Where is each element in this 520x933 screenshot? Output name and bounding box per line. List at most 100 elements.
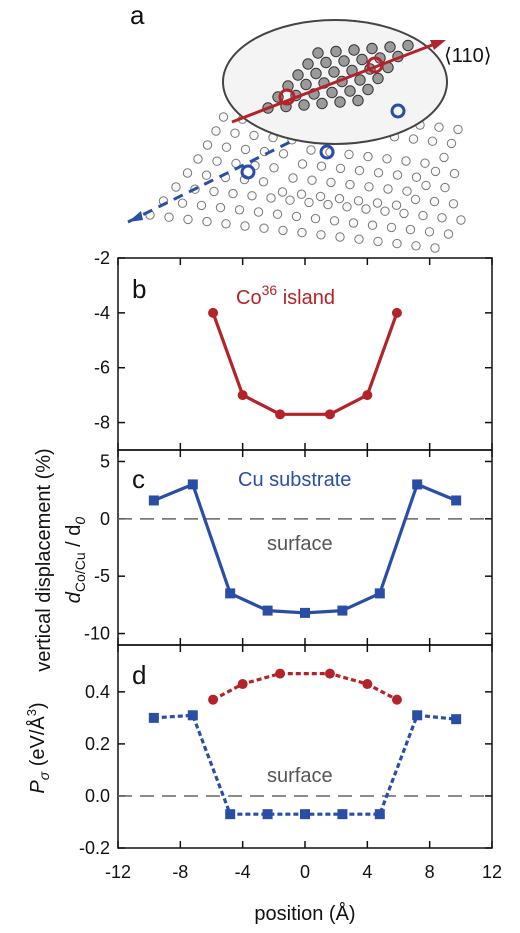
cu-atom — [171, 182, 181, 192]
y-tick-label: -2 — [94, 248, 110, 268]
cu-atom — [230, 128, 240, 138]
data-point — [225, 588, 236, 599]
cu-atom — [269, 163, 279, 173]
cu-atom — [391, 200, 402, 210]
cu-atom — [410, 194, 421, 205]
panel-a-letter: a — [130, 0, 145, 30]
cu-atom — [345, 179, 355, 190]
cu-atom — [202, 140, 213, 150]
y-tick-label: -8 — [94, 413, 110, 433]
cu-atom — [310, 213, 321, 224]
cu-atom — [259, 223, 269, 233]
cu-atom — [364, 182, 374, 192]
cu-atom — [434, 122, 444, 132]
cu-atom — [221, 219, 231, 229]
cu-atom — [401, 156, 411, 166]
x-tick-label: -12 — [105, 862, 131, 882]
cu-atom — [288, 173, 298, 183]
cu-atom — [353, 196, 364, 206]
cu-atom — [278, 149, 289, 159]
cu-atom — [361, 204, 371, 214]
data-point — [237, 679, 248, 690]
cu-atom — [209, 186, 219, 197]
panel-d-y-axis: -0.2 0.0 0.2 0.4 — [79, 682, 492, 858]
y-tick-label: 0.2 — [85, 734, 110, 754]
cu-atom — [164, 212, 174, 222]
panel-d-chart: d -0.2 0.0 0.2 0.4 -12 -8 -4 0 4 8 12 surface Pσ … — [24, 644, 502, 925]
data-point — [391, 307, 402, 318]
data-point — [275, 409, 286, 420]
co-atom — [356, 53, 368, 66]
cu-atom — [316, 161, 327, 171]
y-tick-label: -4 — [94, 303, 110, 323]
cu-atom — [335, 232, 345, 242]
cu-atom — [211, 126, 221, 136]
cu-atom — [448, 199, 459, 209]
co-atom — [362, 83, 374, 96]
cu-atom — [373, 168, 384, 178]
cu-substrate-annotation: Cu substrate — [238, 469, 351, 491]
cu-atom — [306, 145, 316, 155]
cu-atom — [196, 200, 207, 211]
panel-d-ylabel: Pσ (eV/Å3) — [24, 702, 52, 793]
panel-c-series — [117, 450, 493, 645]
cu-atom — [382, 154, 392, 164]
data-point — [362, 679, 373, 690]
cu-atom — [354, 234, 364, 244]
cu-atom — [240, 221, 250, 231]
cu-atom — [326, 177, 336, 188]
y-tick-label: 0.0 — [85, 786, 110, 806]
co-island-lattice — [262, 39, 414, 114]
data-point — [451, 495, 462, 506]
cu-atom — [228, 188, 238, 199]
cu-atom — [430, 243, 440, 253]
co-atom — [292, 69, 304, 81]
panel-b-series — [117, 258, 493, 450]
data-point — [324, 409, 335, 420]
data-point — [262, 809, 273, 820]
cu-atom — [249, 130, 259, 141]
shared-ylabel-formula: dCo/Cu / d0 — [63, 517, 88, 604]
panel-c-surface-label: surface — [267, 533, 333, 555]
data-point — [337, 605, 348, 616]
panel-d-xlabel: position (Å) — [254, 902, 355, 925]
co-atom — [372, 72, 384, 85]
cu-atom — [386, 222, 397, 233]
cu-atom — [291, 211, 302, 222]
data-point — [324, 668, 335, 679]
cu-atom — [449, 168, 460, 179]
cu-atom — [380, 206, 390, 216]
y-tick-label: -10 — [84, 624, 110, 644]
co-atom — [348, 44, 360, 56]
data-point — [187, 710, 198, 721]
co-island-annotation: Co36 island — [236, 282, 335, 309]
co-atom — [328, 66, 340, 78]
co-atom — [334, 96, 346, 108]
cu-atom — [297, 159, 308, 169]
cu-atom — [334, 193, 345, 204]
data-point — [337, 809, 348, 820]
cu-atom — [193, 154, 203, 164]
y-tick-label: -6 — [94, 358, 110, 378]
panel-b-letter: b — [132, 274, 146, 304]
cu-atom — [307, 175, 317, 185]
cu-atom — [367, 220, 378, 230]
cu-atom — [418, 210, 428, 221]
panel-b-chart: b -8 -6 -4 -2 Co36 island — [94, 248, 493, 451]
cu-atom — [218, 112, 229, 122]
cu-atom — [392, 170, 403, 180]
data-point — [391, 694, 402, 705]
x-tick-label: 12 — [482, 862, 502, 882]
cu-atom — [272, 209, 283, 219]
data-point — [412, 710, 423, 721]
cu-atom — [443, 229, 454, 239]
cu-atom — [253, 207, 264, 217]
cu-atom — [329, 216, 340, 226]
y-tick-label: 0 — [100, 509, 110, 529]
highlighted-co-atom — [366, 56, 384, 74]
shared-ylabel-text: vertical displacement (%) — [33, 448, 55, 671]
data-point — [237, 390, 248, 401]
cu-atom — [240, 144, 251, 155]
data-point — [451, 714, 462, 725]
cu-atom — [247, 191, 257, 201]
